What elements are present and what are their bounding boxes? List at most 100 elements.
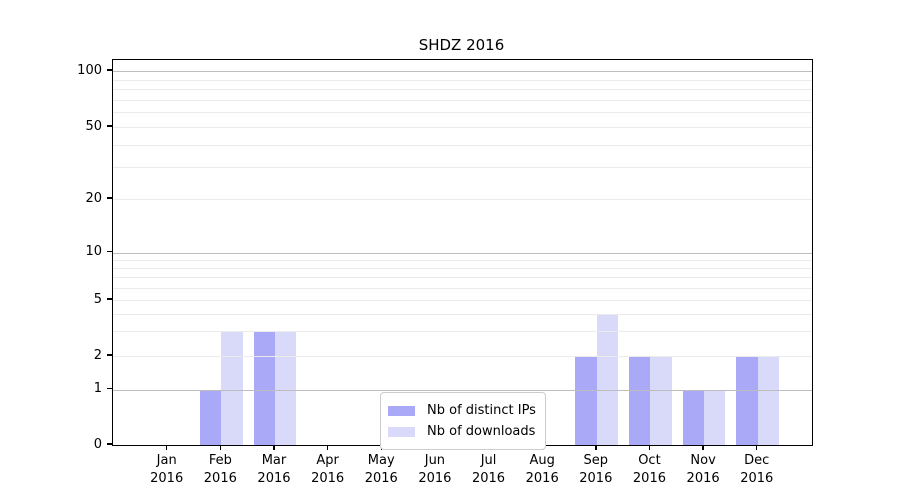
gridline (113, 89, 812, 91)
gridline (113, 276, 812, 278)
legend-entry-distinct-ips: Nb of distinct IPs (388, 400, 536, 421)
x-tick (166, 445, 168, 451)
x-tick-label: Jun 2016 (395, 452, 475, 488)
gridline (113, 199, 812, 200)
x-tick-label-year: 2016 (686, 471, 720, 486)
x-tick-label: Nov 2016 (663, 452, 743, 488)
x-tick (648, 445, 651, 451)
bar-distinct-ips-sep (575, 356, 597, 445)
legend-entry-downloads: Nb of downloads (388, 421, 536, 442)
gridline (113, 331, 812, 333)
bar-downloads-feb (221, 331, 243, 445)
gridline (113, 259, 812, 261)
y-tick (107, 197, 112, 199)
x-tick-label: Oct 2016 (609, 452, 689, 488)
gridline (113, 99, 812, 101)
x-tick-label-year: 2016 (525, 471, 559, 486)
bar-distinct-ips-mar (253, 331, 275, 445)
x-tick-label: Dec 2016 (717, 452, 797, 488)
x-tick-label-year: 2016 (311, 471, 345, 486)
legend: Nb of distinct IPs Nb of downloads (380, 392, 546, 450)
bar-downloads-sep (596, 313, 619, 445)
x-tick-label: Feb 2016 (180, 452, 260, 488)
y-tick-label: 1 (93, 381, 102, 396)
x-tick-label-year: 2016 (579, 471, 613, 486)
x-tick-label-year: 2016 (150, 471, 184, 486)
gridline (113, 127, 812, 128)
x-tick-label-year: 2016 (418, 471, 452, 486)
y-tick (107, 298, 112, 300)
y-tick-label: 10 (85, 244, 102, 259)
y-tick-label: 100 (77, 62, 102, 78)
x-tick-label-year: 2016 (740, 471, 774, 486)
y-tick-label: 5 (93, 291, 102, 307)
y-tick (107, 69, 112, 71)
x-tick-label: May 2016 (341, 452, 421, 488)
bar-downloads-dec (757, 356, 780, 445)
x-tick-label-month: Aug (529, 453, 555, 468)
y-tick-label: 0 (93, 436, 102, 452)
legend-swatch-distinct-ips (388, 405, 415, 416)
x-tick-label-month: Feb (208, 453, 232, 468)
y-tick (107, 387, 112, 390)
x-tick (219, 445, 222, 451)
bar-distinct-ips-feb (199, 389, 222, 445)
gridline (113, 71, 812, 72)
x-tick (595, 445, 597, 451)
y-tick-label: 2 (93, 347, 102, 363)
x-tick-label-month: Mar (261, 453, 287, 468)
gridline (113, 356, 812, 357)
x-tick-label-month: Oct (638, 453, 661, 468)
y-tick (107, 250, 112, 253)
gridline (113, 79, 812, 81)
x-tick-label: Mar 2016 (234, 452, 314, 488)
x-tick-label-month: Sep (583, 453, 609, 468)
x-tick-label-year: 2016 (257, 471, 291, 486)
x-tick-label-year: 2016 (203, 471, 237, 486)
bar-downloads-oct (650, 356, 672, 445)
x-tick (273, 445, 275, 451)
gridline (113, 112, 812, 114)
plot-area: Nb of distinct IPs Nb of downloads (112, 59, 813, 450)
legend-swatch-downloads (388, 426, 415, 437)
x-tick-label-month: May (367, 453, 395, 468)
x-tick-label-month: Jun (424, 453, 446, 468)
bar-distinct-ips-oct (629, 356, 651, 445)
legend-label: Nb of distinct IPs (427, 403, 536, 418)
gridline (113, 300, 812, 301)
x-tick-label: Sep 2016 (556, 452, 636, 488)
x-tick-label: Jan 2016 (127, 452, 207, 488)
y-tick-label: 50 (85, 118, 102, 134)
y-tick-label: 20 (85, 190, 102, 206)
x-tick-label-month: Jul (480, 453, 497, 468)
x-tick-label: Jul 2016 (449, 452, 529, 488)
x-tick (702, 445, 704, 451)
bar-downloads-mar (274, 331, 297, 445)
y-tick (107, 443, 112, 445)
x-tick (756, 445, 758, 451)
x-tick-label: Aug 2016 (502, 452, 582, 488)
x-tick-label-month: Jan (156, 453, 177, 468)
chart-title: SHDZ 2016 (418, 36, 505, 54)
x-tick (326, 445, 329, 451)
legend-label: Nb of downloads (427, 424, 536, 439)
y-tick (107, 125, 112, 127)
gridline (113, 287, 812, 289)
x-tick-label-month: Nov (690, 453, 716, 468)
gridline (113, 252, 812, 254)
x-tick-label: Apr 2016 (288, 452, 368, 488)
gridline (113, 144, 812, 146)
y-tick (107, 354, 112, 356)
x-tick-label-month: Dec (744, 453, 770, 468)
x-tick-label-year: 2016 (364, 471, 398, 486)
x-tick-label-year: 2016 (471, 471, 506, 486)
x-tick-label-month: Apr (316, 453, 339, 468)
x-tick-label-year: 2016 (632, 471, 666, 486)
bar-downloads-nov (704, 389, 726, 445)
gridline (113, 313, 812, 315)
bar-distinct-ips-dec (736, 356, 758, 445)
gridline (113, 167, 812, 169)
bar-distinct-ips-nov (682, 389, 705, 445)
gridline (113, 267, 812, 269)
